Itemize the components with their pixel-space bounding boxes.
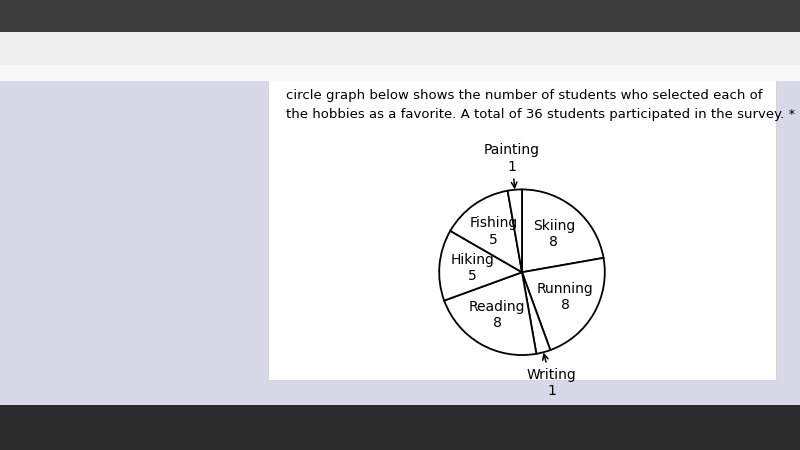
Text: 1 point: 1 point <box>717 32 754 42</box>
Text: Fishing
5: Fishing 5 <box>470 216 518 247</box>
Text: Reading
8: Reading 8 <box>469 300 526 330</box>
Wedge shape <box>508 189 522 272</box>
Wedge shape <box>444 272 536 355</box>
Wedge shape <box>522 272 550 354</box>
Wedge shape <box>522 189 603 272</box>
Text: Jenna conducted a survey of the students in her class to determine which
of 7 ho: Jenna conducted a survey of the students… <box>286 32 795 122</box>
Wedge shape <box>522 258 605 350</box>
Text: Painting
1: Painting 1 <box>484 143 540 188</box>
Text: Running
8: Running 8 <box>537 282 594 312</box>
Wedge shape <box>450 191 522 272</box>
Text: Writing
1: Writing 1 <box>526 354 577 398</box>
Text: Hiking
5: Hiking 5 <box>450 253 494 283</box>
Text: Skiing
8: Skiing 8 <box>533 219 575 249</box>
Wedge shape <box>439 231 522 301</box>
